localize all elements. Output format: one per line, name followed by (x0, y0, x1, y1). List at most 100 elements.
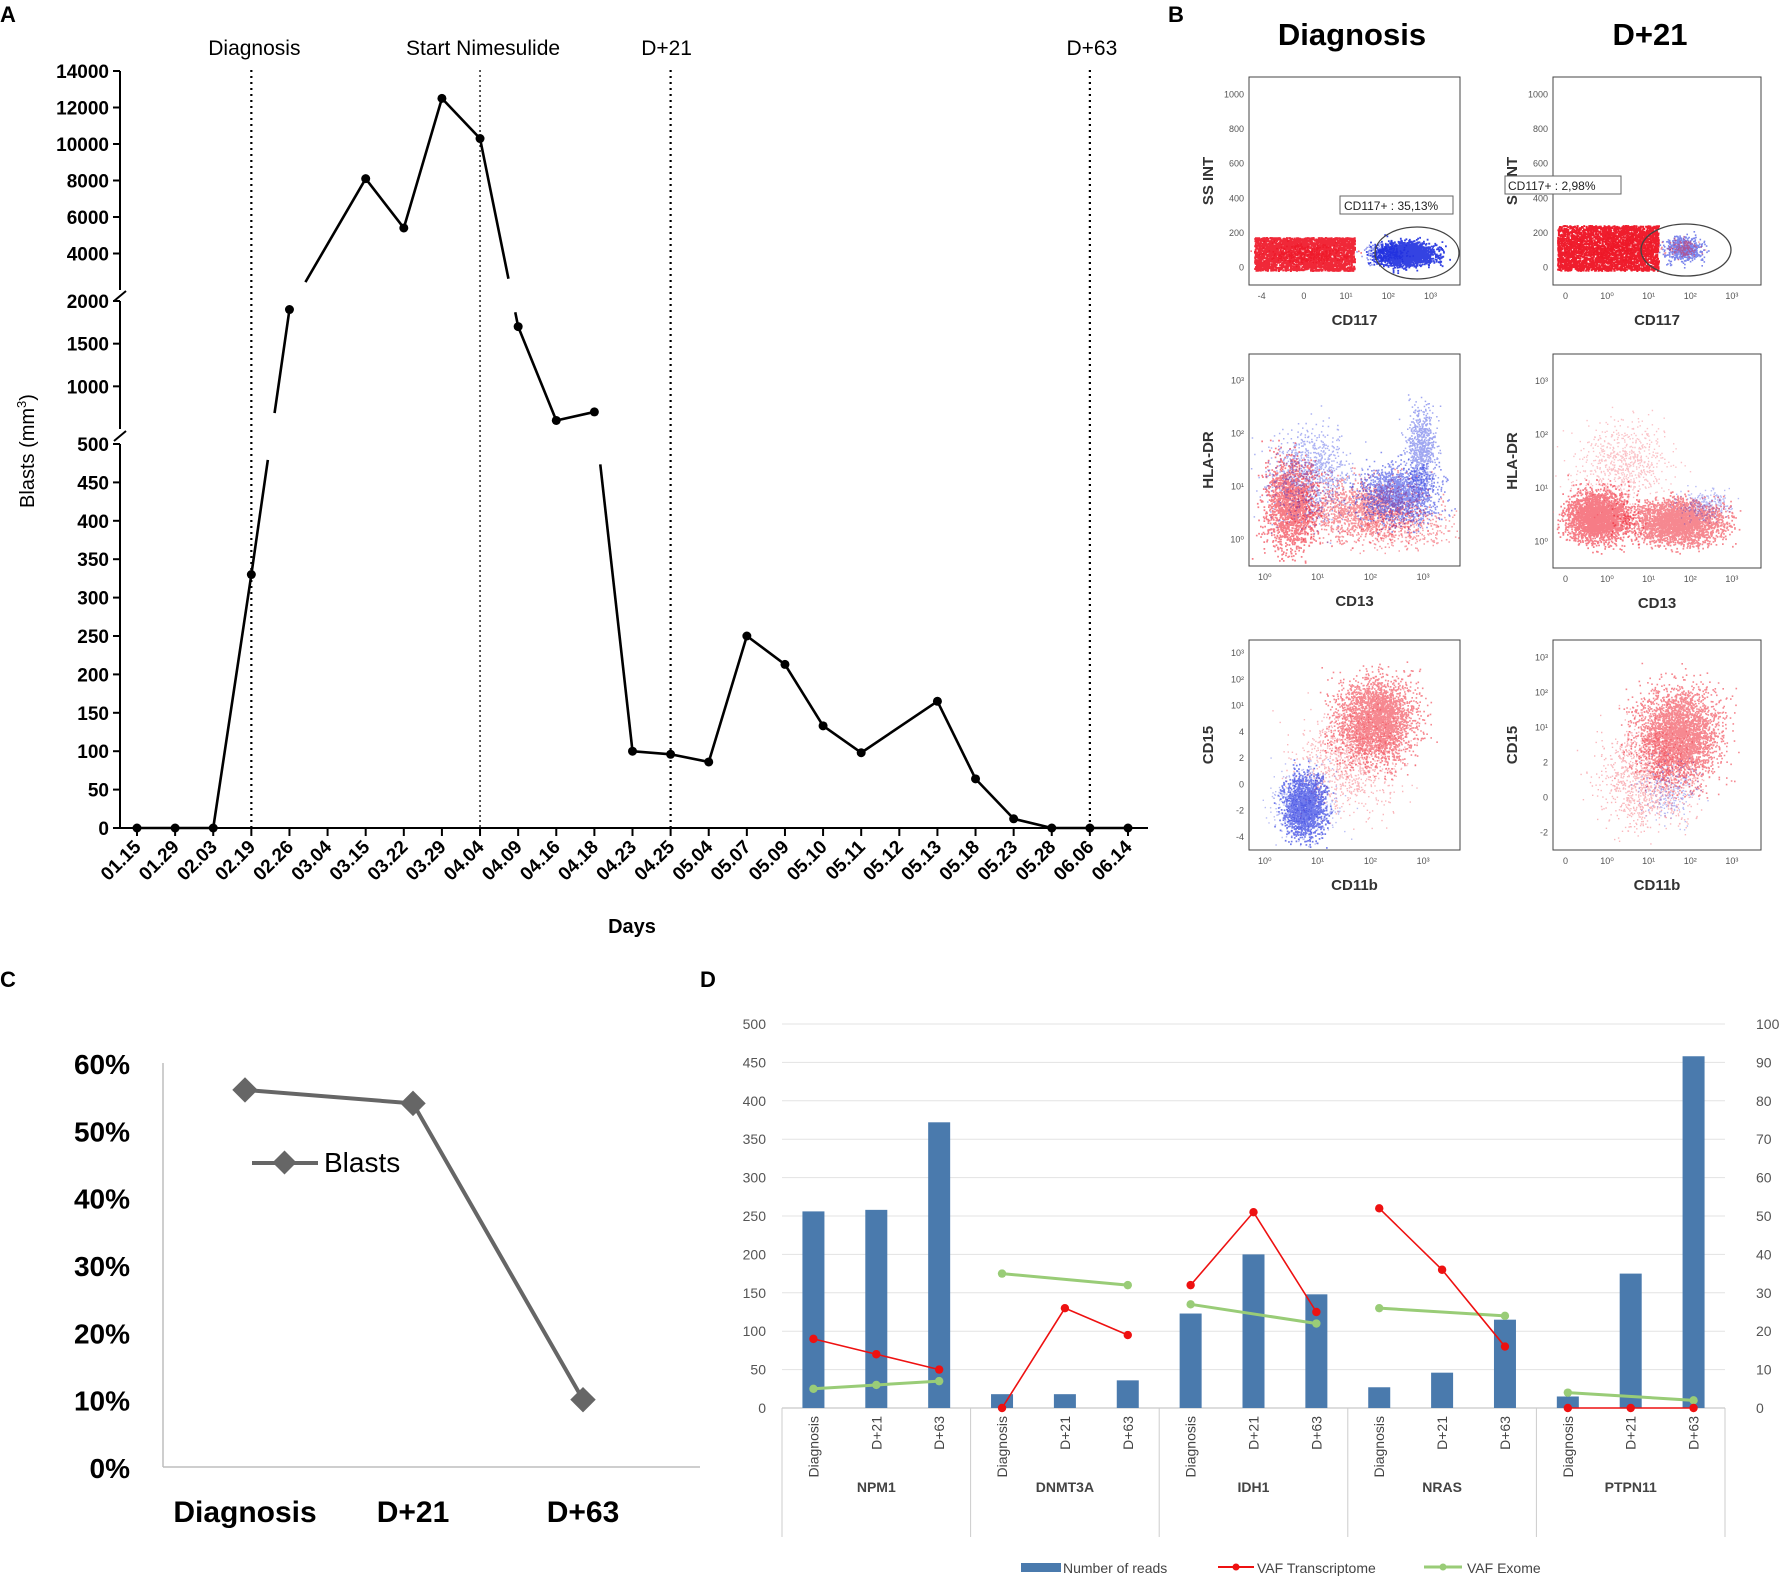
panel-a-x-tick-label: 06.06 (1050, 837, 1098, 885)
panel-b-blue-population (1343, 451, 1456, 534)
panel-d-vaf-exome-line (1190, 1302, 1317, 1326)
panel-b-x-tick-label: 0 (1563, 291, 1568, 301)
panel-a-x-tick-label: 05.07 (707, 837, 755, 885)
panel-a-y-tick-label: 50 (88, 781, 109, 802)
panel-d-bar (991, 1394, 1014, 1408)
panel-a-x-tick-label: 05.12 (859, 837, 907, 885)
panel-b-x-tick-label: 10¹ (1311, 856, 1324, 866)
panel-b-red-population (1319, 661, 1438, 781)
panel-a-y-tick-label: 450 (77, 473, 109, 494)
panel-c-y-tick-label: 10% (74, 1386, 130, 1417)
panel-d-timepoint-label: Diagnosis (805, 1416, 821, 1477)
panel-d-vaf-exome-point (1689, 1396, 1698, 1405)
panel-a-y-tick-label: 6000 (67, 208, 109, 229)
panel-b-xlabel: CD13 (1335, 593, 1373, 610)
panel-b-y-tick-label: 0 (1239, 779, 1244, 789)
panel-a-event-label: Start Nimesulide (406, 37, 560, 60)
panel-b-blue-population (1356, 240, 1414, 267)
panel-d-right-tick-label: 60 (1756, 1170, 1772, 1186)
panel-b-y-tick-label: 10² (1231, 674, 1244, 684)
panel-d-vaf-exome-point (934, 1376, 944, 1386)
panel-a-x-tick-label: 04.23 (593, 837, 641, 885)
panel-b-x-tick-label: 10³ (1725, 291, 1738, 301)
panel-d-left-tick-label: 300 (743, 1170, 767, 1186)
panel-d-vaf-transcriptome-point (1249, 1207, 1258, 1217)
panel-b-red-population (1557, 225, 1660, 272)
panel-d-vaf-exome-line (1567, 1391, 1694, 1402)
panel-b-y-tick-label: 800 (1229, 124, 1244, 134)
panel-d-vaf-transcriptome-point (809, 1334, 818, 1344)
panel-b-y-tick-label: 400 (1229, 193, 1244, 203)
panel-b-y-tick-label: 10² (1535, 429, 1548, 439)
panel-a-series-segment (273, 309, 291, 414)
panel-b-red-population (1251, 439, 1331, 566)
panel-b-x-tick-label: 10⁰ (1600, 291, 1614, 301)
panel-a-x-tick-label: 04.25 (631, 836, 680, 885)
panel-c-legend-label: Blasts (324, 1147, 400, 1178)
panel-b-y-tick-label: -2 (1540, 828, 1548, 838)
panel-a-y-tick-label: 300 (77, 589, 109, 610)
panel-a-point (856, 748, 866, 758)
panel-d-timepoint-label: D+21 (1057, 1416, 1073, 1450)
panel-a-point (399, 223, 409, 233)
panel-b-blue-population (1365, 234, 1451, 274)
panel-d-legend-vaft-label: VAF Transcriptome (1257, 1560, 1376, 1576)
panel-b-red-population (1610, 490, 1742, 555)
panel-a-letter: A (0, 2, 16, 27)
panel-a-x-tick-label: 02.19 (211, 837, 259, 885)
panel-d-legend-vaft-dot (1232, 1563, 1240, 1571)
panel-d-timepoint-label: Diagnosis (1183, 1416, 1199, 1477)
panel-b-x-tick-label: 10¹ (1340, 291, 1353, 301)
panel-d-vaf-transcriptome-line (1378, 1207, 1506, 1348)
panel-b-x-tick-label: -4 (1258, 291, 1266, 301)
panel-b-y-tick-label: 400 (1533, 193, 1548, 203)
panel-d-bar (1493, 1319, 1516, 1408)
panel-d-variants: 0 50 100 150 200 250 300 350 400 450 500 0 10 20 30 40 5… (743, 1016, 1780, 1576)
panel-c-x-tick-label: Diagnosis (173, 1496, 316, 1529)
panel-d-bar (1116, 1380, 1139, 1408)
panel-b-xlabel: CD13 (1638, 595, 1676, 612)
panel-b-red-population (1553, 474, 1647, 555)
panel-d-left-tick-label: 150 (743, 1285, 767, 1301)
panel-a-point (284, 305, 294, 315)
panel-d-right-tick-label: 10 (1756, 1362, 1772, 1378)
panel-a-xlabel: Days (608, 916, 656, 938)
panel-b-x-tick-label: 10² (1364, 856, 1377, 866)
panel-d-left-tick-label: 100 (743, 1323, 767, 1339)
panel-a-x-tick-label: 05.13 (897, 837, 945, 885)
panel-a-point (818, 721, 828, 731)
panel-a-x-tick-label: 04.16 (516, 837, 564, 885)
panel-a-ylabel-end: ) (17, 394, 39, 401)
panel-b-y-tick-label: 4 (1239, 727, 1244, 737)
panel-d-vaf-transcriptome-point (1060, 1303, 1070, 1313)
panel-b-y-tick-label: 600 (1229, 159, 1244, 169)
panel-b-blue-population (1398, 394, 1443, 512)
panel-b-y-tick-label: 10³ (1535, 376, 1548, 386)
panel-d-vaf-transcriptome-point (1689, 1403, 1698, 1413)
panel-d-left-tick-label: 50 (750, 1362, 766, 1378)
panel-d-bar (1179, 1313, 1202, 1408)
panel-b-blue-population (1630, 752, 1709, 831)
panel-c-x-tick-label: D+63 (547, 1496, 620, 1529)
panel-d-timepoint-label: Diagnosis (994, 1416, 1010, 1477)
panel-b-dots (1262, 661, 1438, 850)
panel-c-x-tick-label: D+21 (377, 1496, 450, 1529)
panel-a-ylabel: Blasts (mm3) (14, 394, 39, 508)
panel-c-point (232, 1077, 258, 1103)
panel-c-letter: C (0, 967, 16, 992)
panel-b-gate-ellipse (1640, 223, 1732, 277)
panel-b-gate-label-box (1339, 195, 1454, 215)
panel-a-series-segment (440, 97, 481, 140)
panel-c-series (232, 1077, 596, 1413)
panel-a-event-label: D+21 (641, 37, 692, 60)
panel-b-x-tick-label: 10² (1684, 291, 1697, 301)
panel-d-gene-label: DNMT3A (1036, 1479, 1094, 1495)
panel-b-y-tick-label: 0 (1543, 793, 1548, 803)
panel-a-y-tick-label: 14000 (56, 62, 109, 83)
panel-d-left-tick-label: 200 (743, 1246, 767, 1262)
panel-b-ylabel: HLA-DR (1504, 432, 1521, 490)
panel-a-x-tick-label: 05.18 (936, 837, 984, 885)
panel-b-y-tick-label: 200 (1229, 228, 1244, 238)
panel-d-right-tick-label: 20 (1756, 1323, 1772, 1339)
